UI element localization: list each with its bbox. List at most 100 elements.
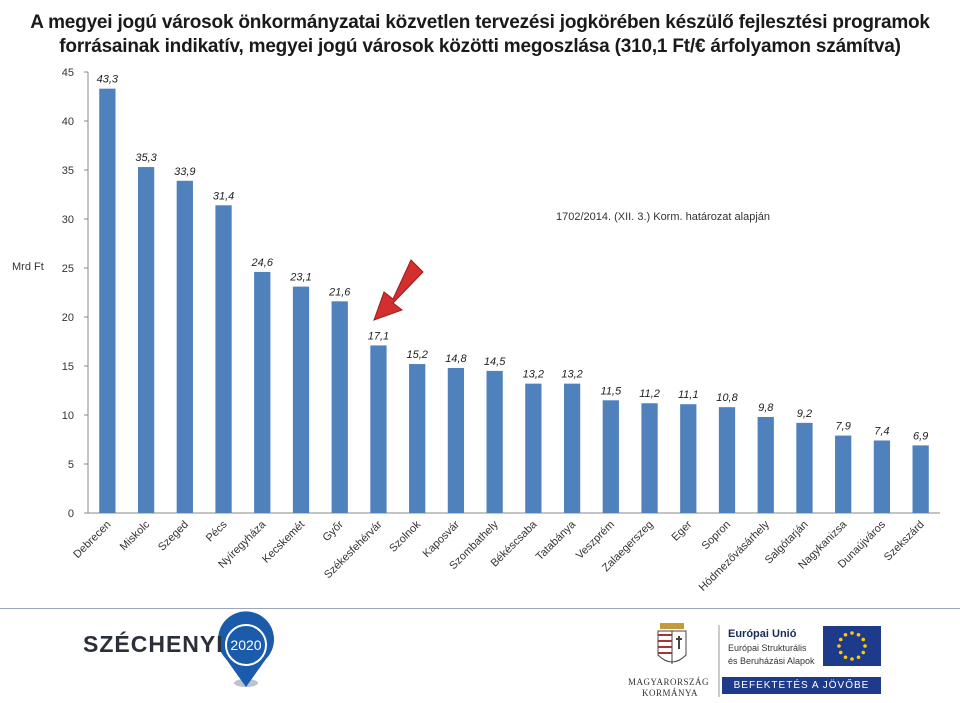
government-label-line-1: MAGYARORSZÁG — [628, 677, 710, 687]
bar — [602, 400, 619, 513]
footer-graphics: 2020 — [218, 611, 881, 697]
government-label-line-2: KORMÁNYA — [642, 688, 699, 698]
bar — [835, 435, 852, 513]
data-label: 9,2 — [797, 408, 812, 420]
eu-title: Európai Unió — [728, 628, 797, 640]
data-labels-group: 43,3 35,3 33,9 31,4 24,6 23,1 21,6 17,1 15,2 14,8… — [97, 74, 929, 443]
data-label: 13,2 — [523, 369, 544, 381]
eu-subtitle-line-1: Európai Strukturális — [728, 643, 807, 653]
category-label: Szekszárd — [882, 519, 927, 564]
bar — [641, 403, 658, 513]
bar — [137, 167, 155, 513]
y-tick-label: 25 — [62, 263, 74, 275]
bar — [486, 370, 503, 513]
szechenyi-year: 2020 — [230, 637, 261, 653]
category-label: Hódmezővásárhely — [697, 518, 772, 593]
category-label: Kecskemét — [260, 519, 307, 566]
data-label: 9,8 — [758, 402, 774, 414]
y-tick-label: 35 — [62, 165, 74, 177]
eu-banner: BEFEKTETÉS A JÖVŐBE — [722, 677, 881, 694]
chart-title-line-1: A megyei jogú városok önkormányzatai köz… — [30, 12, 930, 33]
y-tick-label: 40 — [62, 116, 74, 128]
eu-flag-icon — [823, 626, 881, 666]
eu-star-icon — [850, 631, 854, 635]
bar — [757, 416, 774, 513]
bar — [525, 383, 542, 513]
bar — [718, 407, 736, 513]
eu-star-icon — [843, 655, 848, 660]
data-label: 33,9 — [174, 166, 195, 178]
category-label: Pécs — [204, 518, 230, 544]
highlight-arrow-icon — [373, 259, 424, 321]
data-label: 7,4 — [874, 425, 889, 437]
category-label: Debrecen — [71, 519, 113, 561]
data-label: 6,9 — [913, 430, 928, 442]
y-tick-label: 5 — [68, 459, 74, 471]
bar — [409, 364, 426, 513]
eu-star-icon — [850, 657, 854, 661]
y-axis-label: Mrd Ft — [12, 261, 44, 273]
y-tick-label: 15 — [62, 361, 74, 373]
data-label: 14,5 — [484, 356, 506, 368]
bar — [563, 383, 581, 513]
bar — [292, 286, 310, 513]
category-label: Szolnok — [387, 518, 424, 555]
eu-star-icon — [838, 650, 843, 655]
y-tick-label: 30 — [62, 214, 74, 226]
category-label: Sopron — [700, 519, 734, 553]
y-tick-label: 20 — [62, 312, 74, 324]
data-label: 10,8 — [716, 392, 738, 404]
bar — [331, 301, 348, 513]
data-label: 21,6 — [328, 286, 351, 298]
category-label: Tatabánya — [534, 518, 579, 563]
bar — [912, 445, 929, 513]
data-label: 11,1 — [678, 389, 699, 401]
bar — [447, 367, 465, 513]
eu-star-icon — [861, 637, 866, 642]
eu-star-icon — [838, 637, 843, 642]
bar — [254, 271, 271, 513]
bar — [176, 180, 193, 513]
eu-star-icon — [863, 644, 867, 648]
szechenyi-2020-pin-icon — [218, 611, 274, 687]
category-label: Miskolc — [118, 518, 153, 553]
eu-subtitle-line-2: és Beruházási Alapok — [728, 656, 815, 666]
data-label: 11,2 — [639, 388, 660, 400]
data-label: 7,9 — [836, 421, 851, 433]
category-labels-group: Debrecen Miskolc Szeged PécsNyíregyházaKecs… — [71, 518, 926, 594]
bar — [873, 440, 891, 513]
y-tick-label: 10 — [62, 410, 74, 422]
data-label: 35,3 — [135, 152, 157, 164]
y-tick-label: 0 — [68, 508, 74, 520]
eu-star-icon — [856, 632, 861, 637]
bar — [680, 404, 697, 513]
bar-chart: 0 5 10 15 20 25 30 35 40 45 43,3 35,3 33,9 31,4 24,6 2… — [12, 67, 940, 594]
szechenyi-logo-text: SZÉCHENYI — [83, 631, 224, 657]
eu-star-icon — [837, 644, 841, 648]
footer: 2020 SZÉCHENYI MAGYARORSZÁG KORMÁNYA Eur… — [0, 608, 960, 703]
data-label: 11,5 — [601, 385, 622, 397]
bar — [370, 345, 387, 513]
bar — [796, 422, 813, 513]
eu-star-icon — [843, 632, 848, 637]
coat-of-arms-icon — [657, 623, 687, 664]
eu-star-icon — [856, 655, 861, 660]
data-label: 15,2 — [406, 349, 427, 361]
chart-title-line-2: forrásainak indikatív, megyei jogú város… — [59, 36, 901, 57]
data-label: 23,1 — [289, 272, 311, 284]
bars-group — [99, 88, 929, 513]
category-label: Eger — [669, 518, 694, 543]
category-label: Szeged — [156, 519, 191, 554]
data-label: 14,8 — [445, 353, 467, 365]
data-label: 43,3 — [97, 74, 119, 86]
source-annotation: 1702/2014. (XII. 3.) Korm. határozat ala… — [556, 211, 770, 223]
y-tick-label: 45 — [62, 67, 74, 79]
data-label: 31,4 — [213, 190, 234, 202]
bar — [99, 88, 116, 513]
data-label: 24,6 — [251, 257, 274, 269]
data-label: 17,1 — [368, 330, 389, 342]
bar — [215, 205, 232, 513]
data-label: 13,2 — [561, 369, 582, 381]
eu-star-icon — [861, 650, 866, 655]
